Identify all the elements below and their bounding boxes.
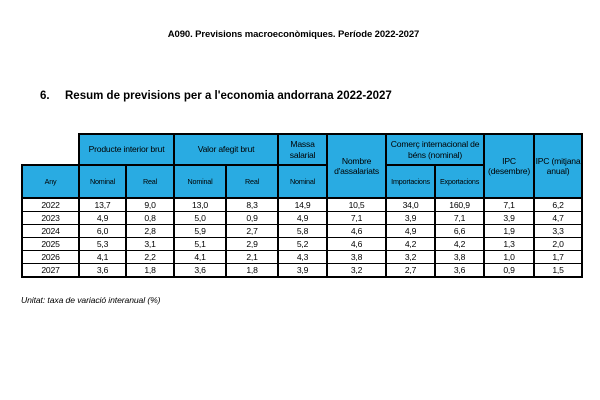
value-cell: 4,2: [385, 237, 437, 252]
column-header-pib-real: Real: [124, 164, 176, 199]
value-cell: 3,2: [326, 263, 388, 279]
group-header-row: Producte interior brut Valor afegit brut…: [22, 133, 584, 199]
value-cell: 13,0: [173, 196, 228, 212]
group-header-vab: Valor afegit brut: [173, 133, 280, 166]
value-cell: 2,1: [225, 250, 280, 265]
value-cell: 1,8: [225, 263, 280, 279]
group-header-massa-salarial: Massa salarial: [277, 133, 329, 166]
value-cell: 4,6: [326, 237, 388, 252]
column-header-vab-real: Real: [225, 164, 280, 199]
blank-corner-cell: [22, 134, 79, 165]
value-cell: 13,7: [78, 196, 127, 212]
value-cell: 7,1: [483, 196, 536, 212]
sub-header-row: Any Nominal Real Nominal Real Nominal Im…: [21, 164, 582, 199]
table-row: 2025 5,3 3,1 5,1 2,9 5,2 4,6 4,2 4,2 1,3 2,0: [21, 237, 584, 252]
unit-footnote: Unitat: taxa de variació interanual (%): [21, 295, 161, 305]
value-cell: 3,9: [277, 263, 329, 279]
value-cell: 5,9: [173, 223, 228, 239]
value-cell: 7,1: [326, 210, 388, 225]
group-header-pib: Producte interior brut: [77, 133, 176, 166]
section-heading: 6. Resum de previsions per a l'economia a…: [40, 90, 392, 102]
column-header-pib-nominal: Nominal: [78, 164, 127, 199]
value-cell: 2,7: [225, 223, 280, 239]
value-cell: 5,3: [78, 237, 127, 252]
value-cell: 10,5: [326, 196, 388, 212]
value-cell: 3,6: [78, 263, 127, 279]
value-cell: 1,5: [533, 263, 584, 279]
value-cell: 4,2: [434, 237, 486, 252]
value-cell: 5,2: [277, 237, 329, 252]
group-header-assalariats: Nombre d'assalariats: [326, 133, 388, 199]
year-cell: 2027: [21, 263, 80, 279]
value-cell: 3,8: [326, 250, 388, 265]
value-cell: 1,9: [483, 223, 536, 239]
value-cell: 4,1: [78, 250, 127, 265]
table-row: 2023 4,9 0,8 5,0 0,9 4,9 7,1 3,9 7,1 3,9 4,7: [21, 210, 584, 225]
value-cell: 6,2: [533, 196, 584, 212]
value-cell: 3,3: [533, 223, 584, 239]
year-cell: 2024: [21, 223, 80, 239]
table-body: 2022 13,7 9,0 13,0 8,3 14,9 10,5 34,0 160,9 7,1 6,…: [21, 196, 584, 279]
value-cell: 7,1: [434, 210, 486, 225]
group-header-ipc-desembre: IPC (desembre): [483, 133, 536, 199]
column-header-vab-nominal: Nominal: [173, 164, 228, 199]
column-header-importacions: Importacions: [385, 164, 437, 199]
value-cell: 14,9: [277, 196, 329, 212]
value-cell: 1,0: [483, 250, 536, 265]
value-cell: 4,3: [277, 250, 329, 265]
year-cell: 2022: [21, 196, 80, 212]
value-cell: 4,6: [326, 223, 388, 239]
value-cell: 160,9: [434, 196, 486, 212]
value-cell: 1,8: [124, 263, 176, 279]
value-cell: 2,2: [124, 250, 176, 265]
value-cell: 5,8: [277, 223, 329, 239]
value-cell: 6,6: [434, 223, 486, 239]
table-row: 2022 13,7 9,0 13,0 8,3 14,9 10,5 34,0 160,9 7,1 6,…: [21, 196, 584, 212]
value-cell: 0,8: [124, 210, 176, 225]
section-title: Resum de previsions per a l'economia and…: [65, 90, 392, 102]
value-cell: 3,1: [124, 237, 176, 252]
value-cell: 4,9: [385, 223, 437, 239]
value-cell: 2,8: [124, 223, 176, 239]
column-header-exportacions: Exportacions: [434, 164, 486, 199]
table-row: 2027 3,6 1,8 3,6 1,8 3,9 3,2 2,7 3,6 0,9 1,5: [21, 263, 584, 279]
value-cell: 4,7: [533, 210, 584, 225]
table-row: 2026 4,1 2,2 4,1 2,1 4,3 3,8 3,2 3,8 1,0 1,7: [21, 250, 584, 265]
value-cell: 4,9: [78, 210, 127, 225]
value-cell: 5,1: [173, 237, 228, 252]
value-cell: 6,0: [78, 223, 127, 239]
column-header-any: Any: [21, 164, 80, 199]
value-cell: 3,9: [483, 210, 536, 225]
value-cell: 3,6: [434, 263, 486, 279]
value-cell: 3,8: [434, 250, 486, 265]
value-cell: 9,0: [124, 196, 176, 212]
value-cell: 2,9: [225, 237, 280, 252]
value-cell: 1,7: [533, 250, 584, 265]
value-cell: 1,3: [483, 237, 536, 252]
value-cell: 4,1: [173, 250, 228, 265]
value-cell: 3,9: [385, 210, 437, 225]
value-cell: 0,9: [225, 210, 280, 225]
year-cell: 2023: [21, 210, 80, 225]
section-number: 6.: [40, 90, 50, 102]
value-cell: 34,0: [385, 196, 437, 212]
value-cell: 4,9: [277, 210, 329, 225]
value-cell: 5,0: [173, 210, 228, 225]
value-cell: 2,0: [533, 237, 584, 252]
group-header-comerc: Comerç internacional de béns (nominal): [385, 133, 486, 166]
table-row: 2024 6,0 2,8 5,9 2,7 5,8 4,6 4,9 6,6 1,9 3,3: [21, 223, 584, 239]
value-cell: 3,2: [385, 250, 437, 265]
value-cell: 8,3: [225, 196, 280, 212]
group-header-ipc-mitjana: IPC (mitjana anual): [533, 133, 584, 199]
document-header-title: A090. Previsions macroeconòmiques. Perío…: [167, 29, 420, 40]
year-cell: 2026: [21, 250, 80, 265]
forecast-table: Producte interior brut Valor afegit brut…: [21, 133, 584, 279]
year-cell: 2025: [21, 237, 80, 252]
column-header-massa-nominal: Nominal: [277, 164, 329, 199]
value-cell: 3,6: [173, 263, 228, 279]
value-cell: 0,9: [483, 263, 536, 279]
value-cell: 2,7: [385, 263, 437, 279]
